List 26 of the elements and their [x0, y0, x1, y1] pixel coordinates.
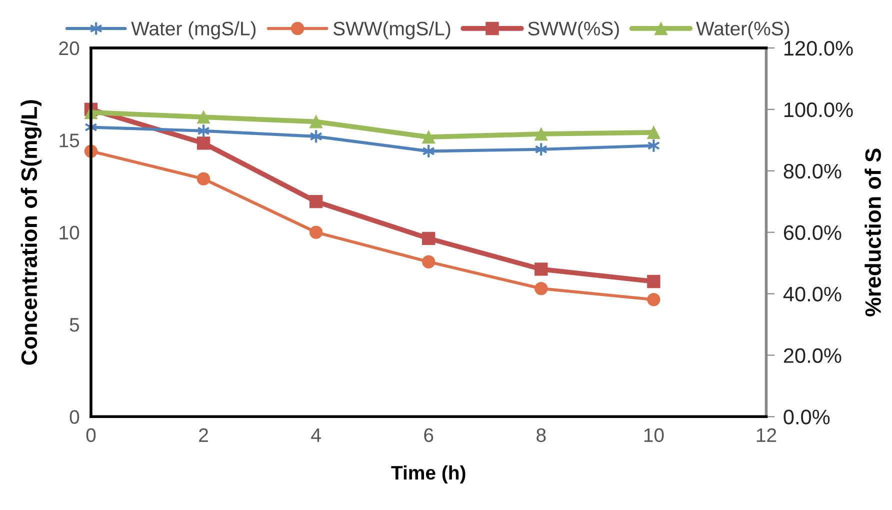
x-tick-label: 12 [756, 428, 776, 442]
x-tick-label: 6 [424, 428, 434, 442]
legend-label: SWW(%S) [528, 21, 619, 40]
legend-label: SWW(mgS/L) [333, 21, 450, 40]
x-tick-label: 0 [86, 428, 96, 442]
y-tick-label: 15 [60, 134, 80, 148]
y2-tick-label: 100.0% [784, 102, 853, 118]
x-tick-label: 8 [536, 428, 546, 442]
x-tick-label: 10 [644, 428, 664, 442]
legend-label: Water (mgS/L) [131, 21, 256, 40]
y2-tick-label: 0.0% [784, 410, 830, 424]
y2-axis-title: %reduction of S [864, 148, 881, 316]
y2-tick-label: 120.0% [784, 40, 853, 56]
y-tick-label: 20 [59, 41, 80, 56]
y-tick-label: 10 [60, 226, 80, 240]
y2-tick-label: 40.0% [783, 286, 842, 302]
y2-tick-label: 60.0% [784, 225, 842, 240]
y-tick-label: 0 [70, 410, 80, 424]
x-axis-title: Time (h) [391, 465, 466, 484]
y-tick-label: 5 [70, 318, 80, 332]
y2-tick-label: 80.0% [784, 164, 842, 179]
x-tick-label: 4 [311, 428, 321, 442]
legend-label: Water(%S) [696, 21, 790, 40]
x-tick-label: 2 [199, 428, 208, 442]
y-axis-title: Concentration of S(mg/L) [20, 100, 42, 365]
y2-tick-label: 20.0% [784, 348, 842, 363]
